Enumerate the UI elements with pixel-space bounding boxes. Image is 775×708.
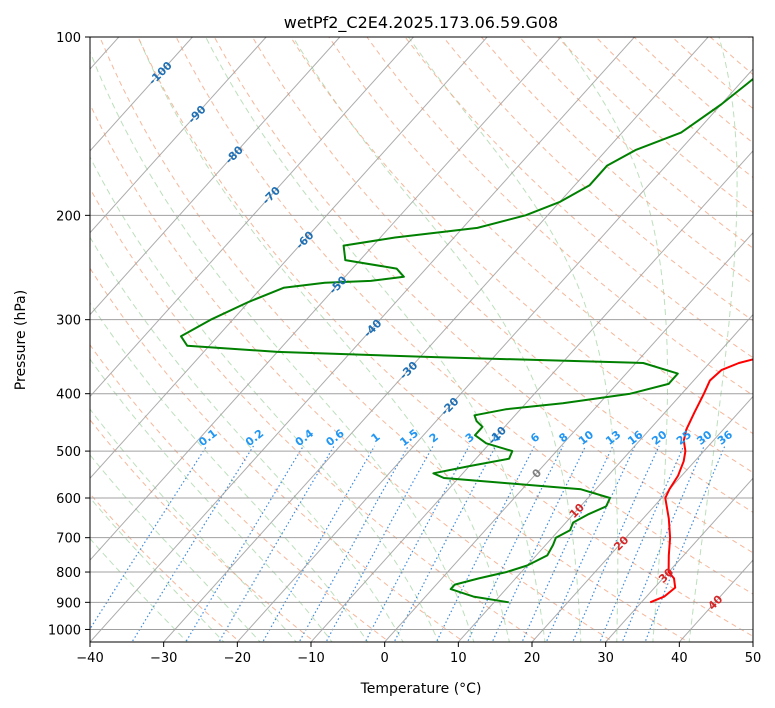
x-tick-label: −30: [150, 651, 177, 666]
mixing-ratio-line: [262, 445, 376, 642]
isotherm-line: [90, 37, 562, 561]
isotherm-line: [90, 37, 341, 316]
isotherm-line: [236, 68, 753, 642]
mixing-ratio-line: [466, 445, 564, 642]
isotherms: [90, 37, 753, 642]
isotherm-line: [90, 37, 488, 480]
x-tick-label: 20: [524, 651, 541, 666]
x-tick-label: −40: [76, 651, 103, 666]
pressure-gridlines: [90, 37, 753, 630]
mixing-ratio-line: [218, 445, 335, 642]
x-tick-label: 0: [381, 651, 389, 666]
x-tick-label: 30: [597, 651, 614, 666]
moist-adiabat-line: [90, 408, 297, 642]
x-tick-label: −20: [224, 651, 251, 666]
isotherm-line: [310, 150, 753, 642]
y-tick-label: 500: [56, 445, 81, 460]
y-tick-label: 100: [56, 31, 81, 46]
x-tick-label: 10: [450, 651, 467, 666]
isotherm-line: [383, 231, 753, 642]
mixing-ratio-line: [185, 445, 304, 642]
dry-adiabat-line: [328, 37, 753, 435]
mixing-ratio-line: [131, 445, 255, 642]
y-tick-label: 200: [56, 209, 81, 224]
isotherm-line: [90, 37, 415, 398]
mixing-ratio-line: [644, 445, 726, 642]
isotherm-line: [457, 313, 753, 642]
y-tick-label: 900: [56, 596, 81, 611]
isotherm-line: [162, 37, 709, 642]
x-axis-label: Temperature (°C): [360, 681, 482, 697]
plot-frame: [89, 36, 754, 643]
isotherm-line: [531, 395, 753, 642]
moist-adiabat-line: [90, 156, 440, 642]
isotherm-line: [90, 37, 267, 234]
x-tick-label: −10: [297, 651, 324, 666]
dewpoint-profile-line: [180, 77, 753, 604]
mixing-ratio-line: [621, 445, 705, 642]
y-axis: 100 200 300 400 500 600 700 800 900 1000: [48, 31, 90, 638]
mixing-ratio-line: [364, 445, 470, 642]
y-tick-label: 1000: [48, 623, 81, 638]
dry-adiabat-line: [90, 267, 465, 642]
x-tick-label: 50: [745, 651, 762, 666]
y-tick-label: 600: [56, 492, 81, 507]
isotherm-line: [90, 37, 194, 152]
y-tick-label: 300: [56, 314, 81, 329]
isotherm-line: [604, 477, 753, 642]
dry-adiabat-line: [90, 344, 391, 642]
isotherm-line: [90, 37, 636, 642]
moist-adiabat-line: [90, 454, 261, 642]
dry-adiabat-line: [442, 37, 753, 322]
y-tick-label: 400: [56, 388, 81, 403]
temperature-profile-line: [649, 358, 753, 604]
mixing-ratio-line: [545, 445, 636, 642]
dry-adiabat-line: [175, 37, 753, 595]
x-axis: −40 −30 −20 −10 0 10 20 30 40 50: [76, 642, 761, 666]
chart-title: wetPf2_C2E4.2025.173.06.59.G08: [284, 13, 558, 33]
y-tick-label: 700: [56, 532, 81, 547]
dry-adiabat-line: [213, 37, 753, 554]
x-tick-label: 40: [671, 651, 688, 666]
y-axis-label: Pressure (hPa): [13, 290, 29, 390]
y-tick-label: 800: [56, 566, 81, 581]
sounding-profiles: [180, 77, 753, 604]
mixing-ratio-line: [90, 445, 208, 631]
dry-adiabat-line: [251, 37, 753, 513]
